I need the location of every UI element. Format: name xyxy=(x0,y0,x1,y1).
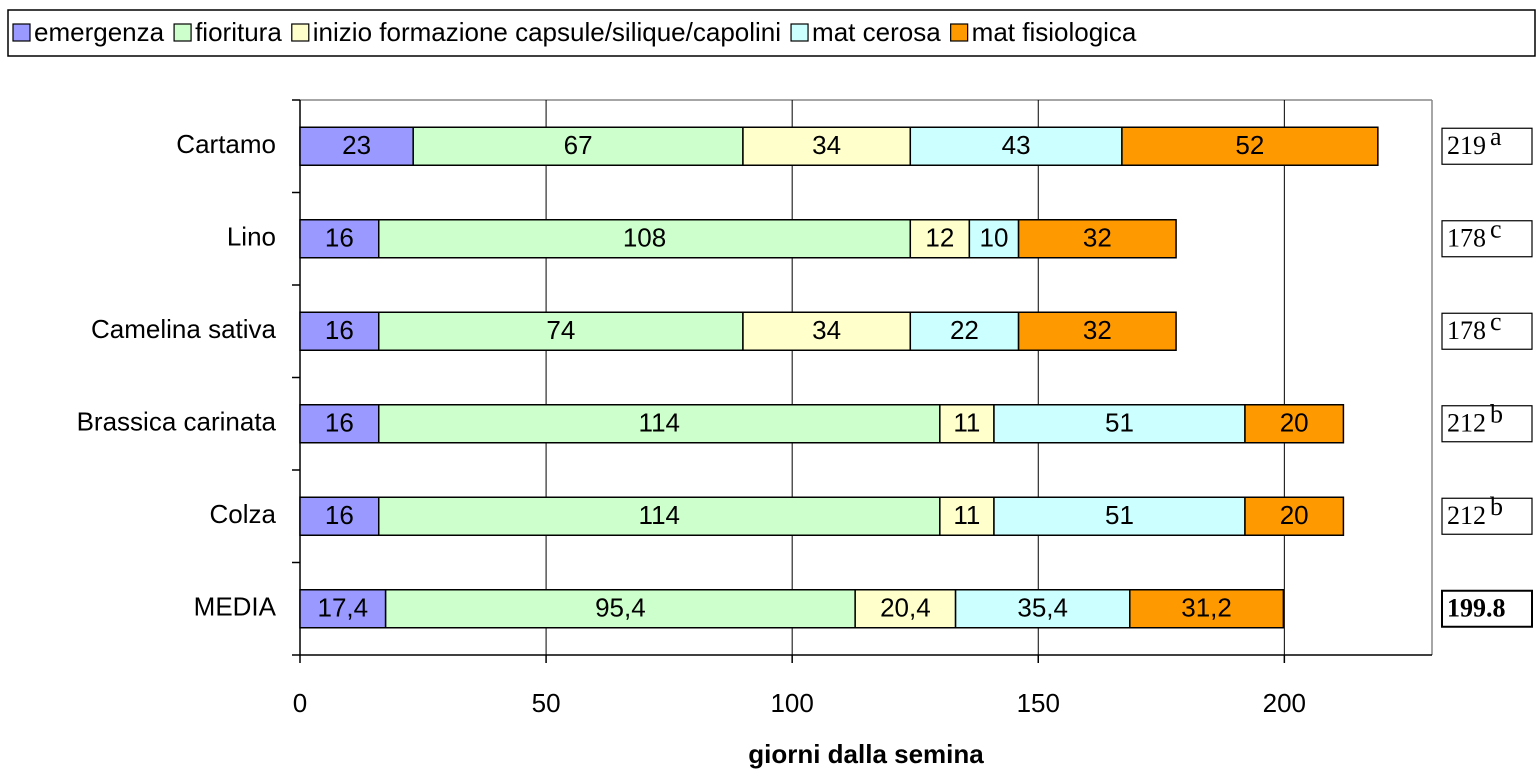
bar-segment xyxy=(299,404,380,444)
data-label: 16 xyxy=(325,408,354,438)
data-label: 31,2 xyxy=(1181,593,1232,623)
data-label: 11 xyxy=(953,500,980,530)
legend-swatch xyxy=(173,23,192,42)
total-label: 199.8 xyxy=(1447,594,1506,623)
x-tick-label: 0 xyxy=(293,688,307,718)
total-box xyxy=(1441,312,1533,350)
bar-segment xyxy=(909,311,1020,351)
total-letter: c xyxy=(1490,215,1502,244)
legend-label: mat cerosa xyxy=(812,17,941,47)
bar-segment xyxy=(1129,589,1285,629)
bar-segment xyxy=(384,589,856,629)
x-tick-label: 200 xyxy=(1263,688,1306,718)
bar-segment xyxy=(299,496,380,536)
data-label: 34 xyxy=(812,315,841,345)
bar-segment xyxy=(993,496,1246,536)
total-label: 219 xyxy=(1447,131,1486,160)
data-label: 108 xyxy=(623,223,666,253)
bar-segment xyxy=(968,219,1020,259)
y-tick-label: Colza xyxy=(210,499,277,529)
data-label: 11 xyxy=(953,408,980,438)
bar-segment xyxy=(1244,404,1345,444)
bar-segment xyxy=(299,311,380,351)
data-label: 16 xyxy=(325,315,354,345)
x-tick-label: 100 xyxy=(770,688,813,718)
data-label: 51 xyxy=(1105,500,1134,530)
data-label: 16 xyxy=(325,223,354,253)
data-label: 114 xyxy=(639,500,680,530)
bar-segment xyxy=(1244,496,1345,536)
legend-box xyxy=(7,9,1536,57)
total-box xyxy=(1441,589,1533,628)
y-tick-label: Cartamo xyxy=(176,129,276,159)
total-box xyxy=(1441,405,1533,443)
data-label: 23 xyxy=(342,130,371,160)
bar-segment xyxy=(742,311,912,351)
legend-swatch xyxy=(790,23,809,42)
data-label: 74 xyxy=(546,315,575,345)
legend-swatch xyxy=(12,23,31,42)
data-label: 32 xyxy=(1083,315,1112,345)
bar-segment xyxy=(993,404,1246,444)
data-label: 114 xyxy=(639,408,680,438)
data-label: 10 xyxy=(980,223,1009,253)
data-label: 20 xyxy=(1280,500,1309,530)
bar-segment xyxy=(854,589,957,629)
data-label: 12 xyxy=(925,223,954,253)
legend-label: inizio formazione capsule/silique/capoli… xyxy=(313,17,781,47)
y-tick-label: Camelina sativa xyxy=(91,314,277,344)
data-label: 43 xyxy=(1002,130,1031,160)
data-label: 17,4 xyxy=(318,593,369,623)
bar-segment xyxy=(412,126,744,166)
bar-segment xyxy=(377,404,941,444)
bar-segment xyxy=(299,126,414,166)
bar-segment xyxy=(1017,219,1177,259)
data-label: 35,4 xyxy=(1017,593,1068,623)
data-label: 67 xyxy=(564,130,593,160)
data-label: 51 xyxy=(1105,408,1134,438)
data-label: 16 xyxy=(325,500,354,530)
legend-swatch xyxy=(291,23,310,42)
bar-segment xyxy=(299,219,380,259)
total-letter: b xyxy=(1490,400,1503,429)
total-letter: a xyxy=(1490,122,1502,151)
x-tick-label: 50 xyxy=(532,688,561,718)
total-label: 212 xyxy=(1447,409,1486,438)
total-box xyxy=(1441,220,1533,258)
y-tick-label: Brassica carinata xyxy=(77,407,277,437)
data-label: 22 xyxy=(950,315,979,345)
data-label: 20 xyxy=(1280,408,1309,438)
bar-segment xyxy=(377,496,941,536)
bar-segment xyxy=(1121,126,1379,166)
legend-swatch xyxy=(950,23,969,42)
data-label: 95,4 xyxy=(595,593,646,623)
legend-label: fioritura xyxy=(195,17,282,47)
data-label: 34 xyxy=(812,130,841,160)
total-label: 178 xyxy=(1447,224,1486,253)
total-letter: b xyxy=(1490,492,1503,521)
legend-label: emergenza xyxy=(34,17,165,47)
data-label: 20,4 xyxy=(880,593,931,623)
data-label: 32 xyxy=(1083,223,1112,253)
bar-segment xyxy=(1017,311,1177,351)
y-tick-label: Lino xyxy=(227,222,276,252)
total-box xyxy=(1441,497,1533,535)
total-box xyxy=(1441,127,1533,165)
bar-segment xyxy=(909,219,971,259)
data-label: 52 xyxy=(1235,130,1264,160)
legend-label: mat fisiologica xyxy=(972,17,1137,47)
total-label: 178 xyxy=(1447,316,1486,345)
bar-segment xyxy=(299,589,387,629)
bar-segment xyxy=(939,404,995,444)
x-tick-label: 150 xyxy=(1017,688,1060,718)
total-label: 212 xyxy=(1447,501,1486,530)
x-axis-label: giorni dalla semina xyxy=(748,739,984,769)
y-tick-label: MEDIA xyxy=(194,592,277,622)
total-letter: c xyxy=(1490,307,1502,336)
